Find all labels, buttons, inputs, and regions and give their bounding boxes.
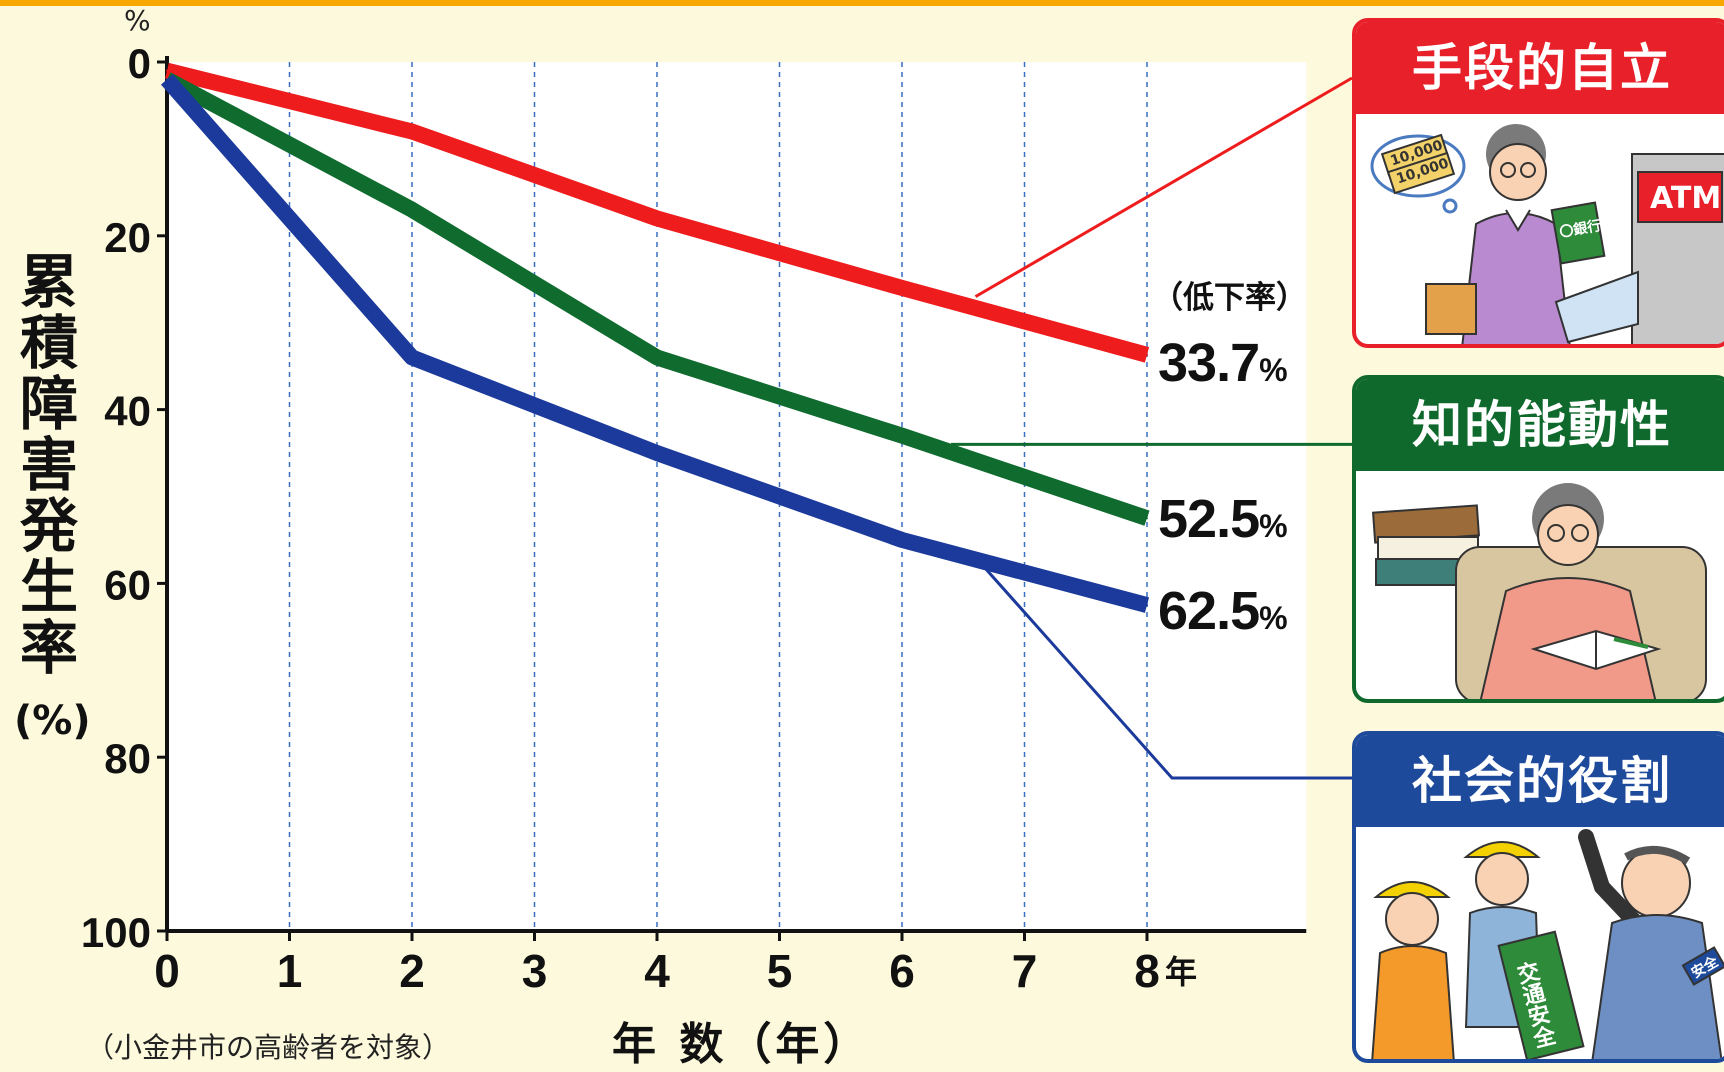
data-point xyxy=(1146,353,1148,356)
panel-title: 手段的自立 xyxy=(1356,22,1724,114)
rate-header: （低下率） xyxy=(1152,280,1307,316)
end-label-value: 62.5 xyxy=(1158,581,1260,641)
x-tick-label: 6 xyxy=(889,945,915,997)
x-tick-unit: 年 xyxy=(1165,953,1197,991)
data-point xyxy=(166,78,168,81)
y-tick-label: 80 xyxy=(104,735,151,782)
end-label-social: 62.5% xyxy=(1158,580,1288,642)
data-point xyxy=(1146,517,1148,520)
data-point xyxy=(656,217,658,220)
y-tick-label: 40 xyxy=(104,388,151,435)
y-tick-label: 20 xyxy=(104,214,151,261)
reading-woman-icon xyxy=(1372,483,1707,699)
data-point xyxy=(656,356,658,359)
leader-line xyxy=(974,76,1353,298)
x-tick-label: 4 xyxy=(644,945,670,997)
y-axis-title: 累積障害発生率 xyxy=(19,248,78,682)
x-tick-label: 3 xyxy=(522,945,548,997)
data-point xyxy=(166,69,168,72)
panel-title: 社会的役割 xyxy=(1356,735,1724,827)
y-unit-top: % xyxy=(124,4,151,37)
end-label-intellectual: 52.5% xyxy=(1158,488,1288,550)
panel-social-role: 社会的役割 交通安全 安全 xyxy=(1352,731,1724,1063)
source-note: （小金井市の高齢者を対象） xyxy=(86,1031,451,1064)
traffic-safety-illustration: 交通安全 安全 xyxy=(1356,827,1724,1059)
data-point xyxy=(901,286,903,289)
end-label-unit: % xyxy=(1259,508,1287,544)
atm-woman-icon: 10,000 10,000 〇銀行 ATM xyxy=(1370,124,1724,344)
data-point xyxy=(411,130,413,133)
x-axis-title: 年 数（年） xyxy=(612,1019,872,1070)
panel-intellectual-activity: 知的能動性 xyxy=(1352,375,1724,703)
data-point xyxy=(901,538,903,541)
x-tick-label: 8 xyxy=(1134,945,1160,997)
panel-instrumental-independence: 手段的自立 10,000 10,000 〇銀行 ATM xyxy=(1352,18,1724,348)
end-label-instrumental: 33.7% xyxy=(1158,332,1288,394)
data-point xyxy=(901,434,903,437)
data-point xyxy=(411,356,413,359)
data-point xyxy=(411,208,413,211)
end-label-unit: % xyxy=(1259,352,1287,388)
top-border xyxy=(0,0,1724,6)
atm-illustration: 10,000 10,000 〇銀行 ATM xyxy=(1356,114,1724,344)
x-tick-label: 1 xyxy=(277,945,303,997)
leader-line xyxy=(974,556,1352,780)
atm-sign: ATM xyxy=(1650,181,1721,216)
plot-area xyxy=(167,62,1307,931)
end-label-unit: % xyxy=(1259,600,1287,636)
y-tick-label: 0 xyxy=(128,40,151,87)
end-label-value: 33.7 xyxy=(1158,333,1260,393)
reading-illustration xyxy=(1356,471,1724,699)
y-axis-unit: (%) xyxy=(14,698,91,744)
y-tick-label: 100 xyxy=(81,909,151,956)
end-label-value: 52.5 xyxy=(1158,489,1260,549)
panel-title: 知的能動性 xyxy=(1356,379,1724,471)
traffic-safety-icon: 交通安全 安全 xyxy=(1371,829,1724,1059)
x-tick-label: 0 xyxy=(154,945,180,997)
x-tick-label: 5 xyxy=(767,945,793,997)
data-point xyxy=(656,452,658,455)
x-tick-label: 7 xyxy=(1012,945,1038,997)
data-point xyxy=(1146,604,1148,607)
y-tick-label: 60 xyxy=(104,561,151,608)
x-tick-label: 2 xyxy=(399,945,425,997)
